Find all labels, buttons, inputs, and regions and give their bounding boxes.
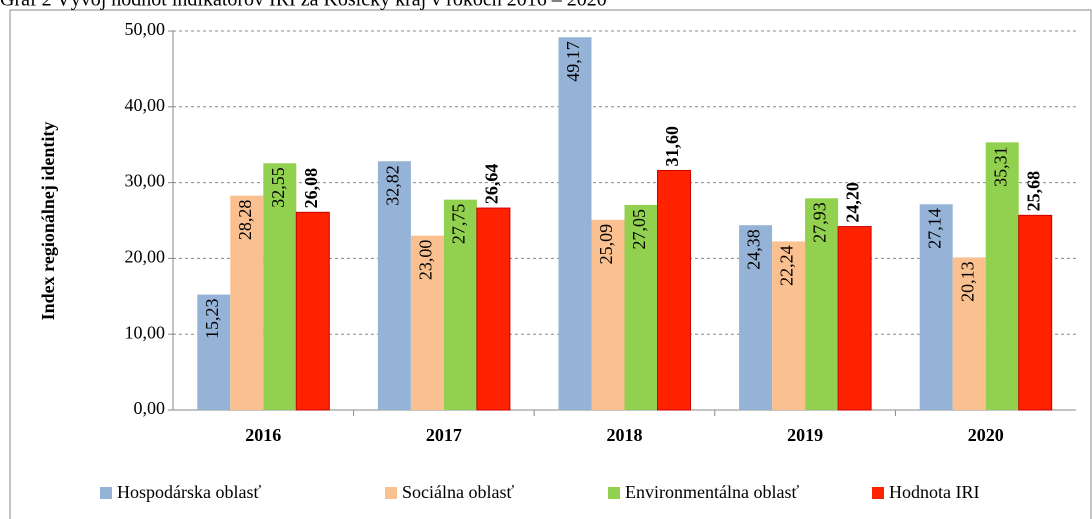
value-label: 27,75: [449, 204, 469, 245]
value-label: 35,31: [990, 146, 1010, 187]
legend-swatch: [872, 487, 884, 499]
legend-swatch: [100, 487, 112, 499]
legend-label: Hodnota IRI: [889, 482, 979, 502]
value-label: 31,60: [662, 126, 682, 167]
bar: [443, 199, 477, 410]
legend-label: Hospodárska oblasť: [117, 482, 261, 502]
value-label: 27,05: [629, 209, 649, 250]
y-tick-label: 50,00: [125, 19, 166, 39]
legend-label: Environmentálna oblasť: [625, 482, 799, 502]
bar: [772, 241, 806, 410]
x-tick-label: 2016: [245, 425, 281, 445]
bar: [805, 198, 839, 410]
y-tick-label: 30,00: [125, 171, 166, 191]
bar: [295, 211, 330, 411]
y-tick-label: 20,00: [125, 247, 166, 267]
x-tick-label: 2019: [787, 425, 823, 445]
value-label: 24,38: [744, 229, 764, 269]
bar: [377, 161, 411, 410]
y-axis-label: Index regionálnej identity: [38, 122, 58, 321]
bar: [558, 37, 592, 410]
bar: [410, 235, 444, 410]
x-tick-label: 2020: [968, 425, 1004, 445]
bar: [263, 163, 297, 410]
bar: [591, 219, 625, 410]
y-tick-label: 10,00: [125, 322, 166, 342]
bar: [1018, 214, 1053, 411]
value-label: 15,23: [202, 299, 222, 340]
bar: [476, 207, 511, 411]
y-tick-label: 0,00: [134, 398, 166, 418]
y-tick-label: 40,00: [125, 95, 166, 115]
value-label: 26,08: [301, 168, 321, 209]
x-tick-label: 2018: [607, 425, 643, 445]
value-label: 28,28: [235, 200, 255, 241]
bar: [952, 257, 986, 410]
bar: [624, 204, 658, 410]
chart-title: Graf 2 Vývoj hodnôt indikátorov IRI za K…: [0, 0, 607, 11]
value-label: 32,82: [383, 165, 403, 206]
value-label: 49,17: [563, 41, 583, 81]
value-label: 22,24: [777, 245, 797, 286]
value-label: 25,09: [596, 224, 616, 265]
legend-swatch: [608, 487, 620, 499]
bar: [657, 169, 691, 411]
bar: [230, 195, 264, 410]
chart-border: [9, 9, 1092, 519]
value-label: 20,13: [957, 261, 977, 302]
value-label: 26,64: [482, 164, 502, 205]
value-label: 27,93: [810, 202, 830, 243]
bar: [919, 204, 953, 410]
bar: [197, 294, 231, 410]
bar: [837, 226, 872, 411]
x-tick-label: 2017: [426, 425, 462, 445]
value-label: 32,55: [268, 167, 288, 208]
legend-swatch: [385, 487, 397, 499]
value-label: 23,00: [416, 240, 436, 281]
bar: [985, 142, 1019, 410]
legend-label: Sociálna oblasť: [402, 482, 514, 502]
value-label: 24,20: [843, 182, 863, 223]
value-label: 25,68: [1023, 171, 1043, 212]
bar: [739, 225, 773, 410]
value-label: 27,14: [924, 208, 944, 249]
